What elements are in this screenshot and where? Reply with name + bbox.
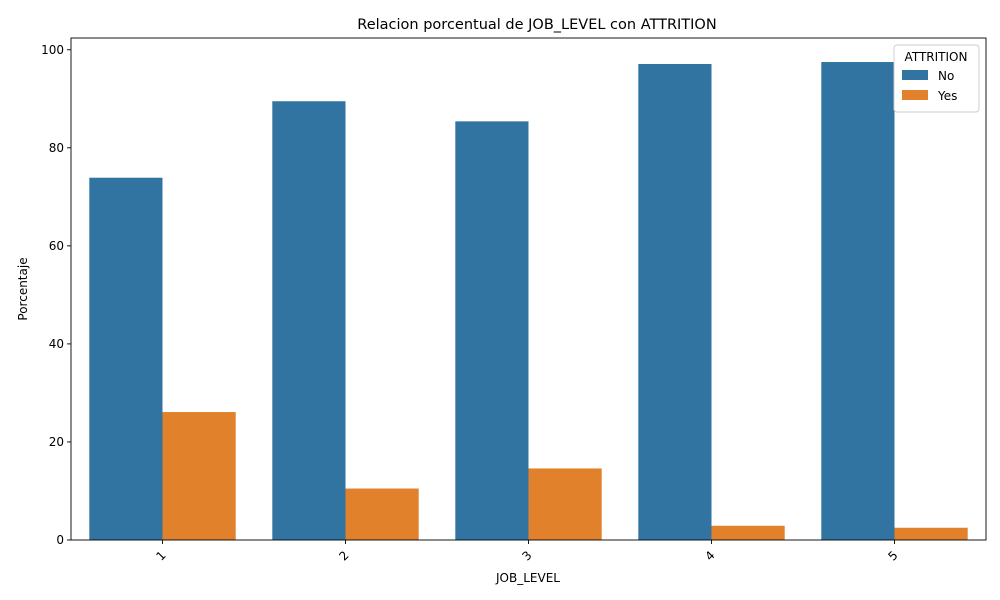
y-tick-label: 60 <box>49 239 64 253</box>
bar-yes-2 <box>345 488 419 540</box>
legend-entries: No Yes <box>902 69 957 103</box>
bar-no-4 <box>638 63 712 540</box>
legend-label-yes: Yes <box>937 89 957 103</box>
bar-no-3 <box>455 121 529 540</box>
legend-title: ATTRITION <box>905 50 968 64</box>
y-tick-label: 80 <box>49 141 64 155</box>
y-axis-label: Porcentaje <box>16 257 30 320</box>
y-tick-label: 0 <box>56 533 64 547</box>
legend: ATTRITION No Yes <box>893 44 980 113</box>
x-tick-label: 1 <box>153 548 168 563</box>
bar-yes-1 <box>162 412 236 540</box>
y-tick-label: 20 <box>49 435 64 449</box>
x-tick-label: 2 <box>336 548 351 563</box>
legend-swatch-no <box>902 70 928 80</box>
x-axis: 1 2 3 4 5 <box>153 540 901 564</box>
y-tick-label: 40 <box>49 337 64 351</box>
legend-label-no: No <box>938 69 954 83</box>
y-axis: 0 20 40 60 80 100 <box>41 43 71 547</box>
bar-yes-4 <box>711 525 785 540</box>
y-tick-label: 100 <box>41 43 64 57</box>
legend-swatch-yes <box>902 90 928 100</box>
bar-yes-5 <box>894 527 968 540</box>
bars-group <box>89 62 968 541</box>
x-axis-label: JOB_LEVEL <box>495 571 560 585</box>
chart-title: Relacion porcentual de JOB_LEVEL con ATT… <box>357 17 716 33</box>
bar-yes-3 <box>528 468 602 540</box>
bar-no-2 <box>272 101 346 541</box>
x-tick-label: 5 <box>885 548 900 563</box>
x-tick-label: 3 <box>519 548 534 563</box>
x-tick-label: 4 <box>702 548 717 563</box>
bar-no-1 <box>89 177 163 540</box>
bar-no-5 <box>821 62 895 541</box>
